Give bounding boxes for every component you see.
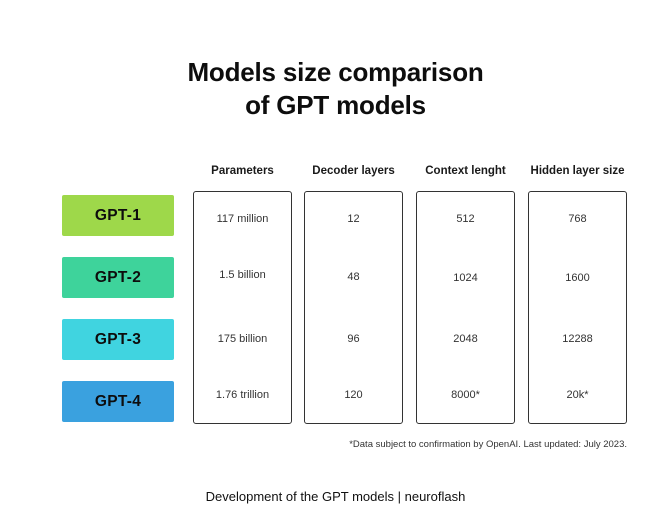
column-header-decoder-layers: Decoder layers <box>312 165 395 177</box>
column-header-parameters: Parameters <box>211 165 274 177</box>
page-title: Models size comparison of GPT models <box>0 56 671 122</box>
cell-gpt1-context-length: 512 <box>456 213 475 225</box>
caption: Development of the GPT models | neurofla… <box>205 489 466 504</box>
cell-gpt3-hidden-layer-size: 12288 <box>562 333 593 345</box>
cell-gpt4-hidden-layer-size: 20k* <box>566 389 589 401</box>
cell-gpt2-hidden-layer-size: 1600 <box>565 272 590 284</box>
cell-gpt4-decoder-layers: 120 <box>344 389 363 401</box>
cell-gpt2-context-length: 1024 <box>453 272 478 284</box>
column-decoder-layers: 12 48 96 120 <box>304 191 403 424</box>
model-label-gpt4: GPT-4 <box>62 381 174 422</box>
cell-gpt1-parameters: 117 million <box>216 213 269 225</box>
cell-gpt1-decoder-layers: 12 <box>347 213 360 225</box>
footnote: *Data subject to confirmation by OpenAI.… <box>349 439 627 450</box>
cell-gpt4-parameters: 1.76 trillion <box>215 389 270 401</box>
cell-gpt3-decoder-layers: 96 <box>347 333 360 345</box>
column-parameters: 117 million 1.5 billion 175 billion 1.76… <box>193 191 292 424</box>
cell-gpt4-context-length: 8000* <box>451 389 480 401</box>
cell-gpt1-hidden-layer-size: 768 <box>568 213 587 225</box>
model-label-gpt3: GPT-3 <box>62 319 174 360</box>
cell-gpt2-parameters: 1.5 billion <box>219 269 266 281</box>
cell-gpt2-decoder-layers: 48 <box>347 271 360 283</box>
column-header-hidden-layer-size: Hidden layer size <box>530 165 625 177</box>
title-line-2: of GPT models <box>245 90 426 120</box>
cell-gpt3-parameters: 175 billion <box>217 333 268 345</box>
column-context-length: 512 1024 2048 8000* <box>416 191 515 424</box>
cell-gpt3-context-length: 2048 <box>453 333 478 345</box>
column-header-context-length: Context lenght <box>425 165 506 177</box>
model-label-gpt1: GPT-1 <box>62 195 174 236</box>
model-label-gpt2: GPT-2 <box>62 257 174 298</box>
title-line-1: Models size comparison <box>187 57 484 87</box>
column-hidden-layer-size: 768 1600 12288 20k* <box>528 191 627 424</box>
